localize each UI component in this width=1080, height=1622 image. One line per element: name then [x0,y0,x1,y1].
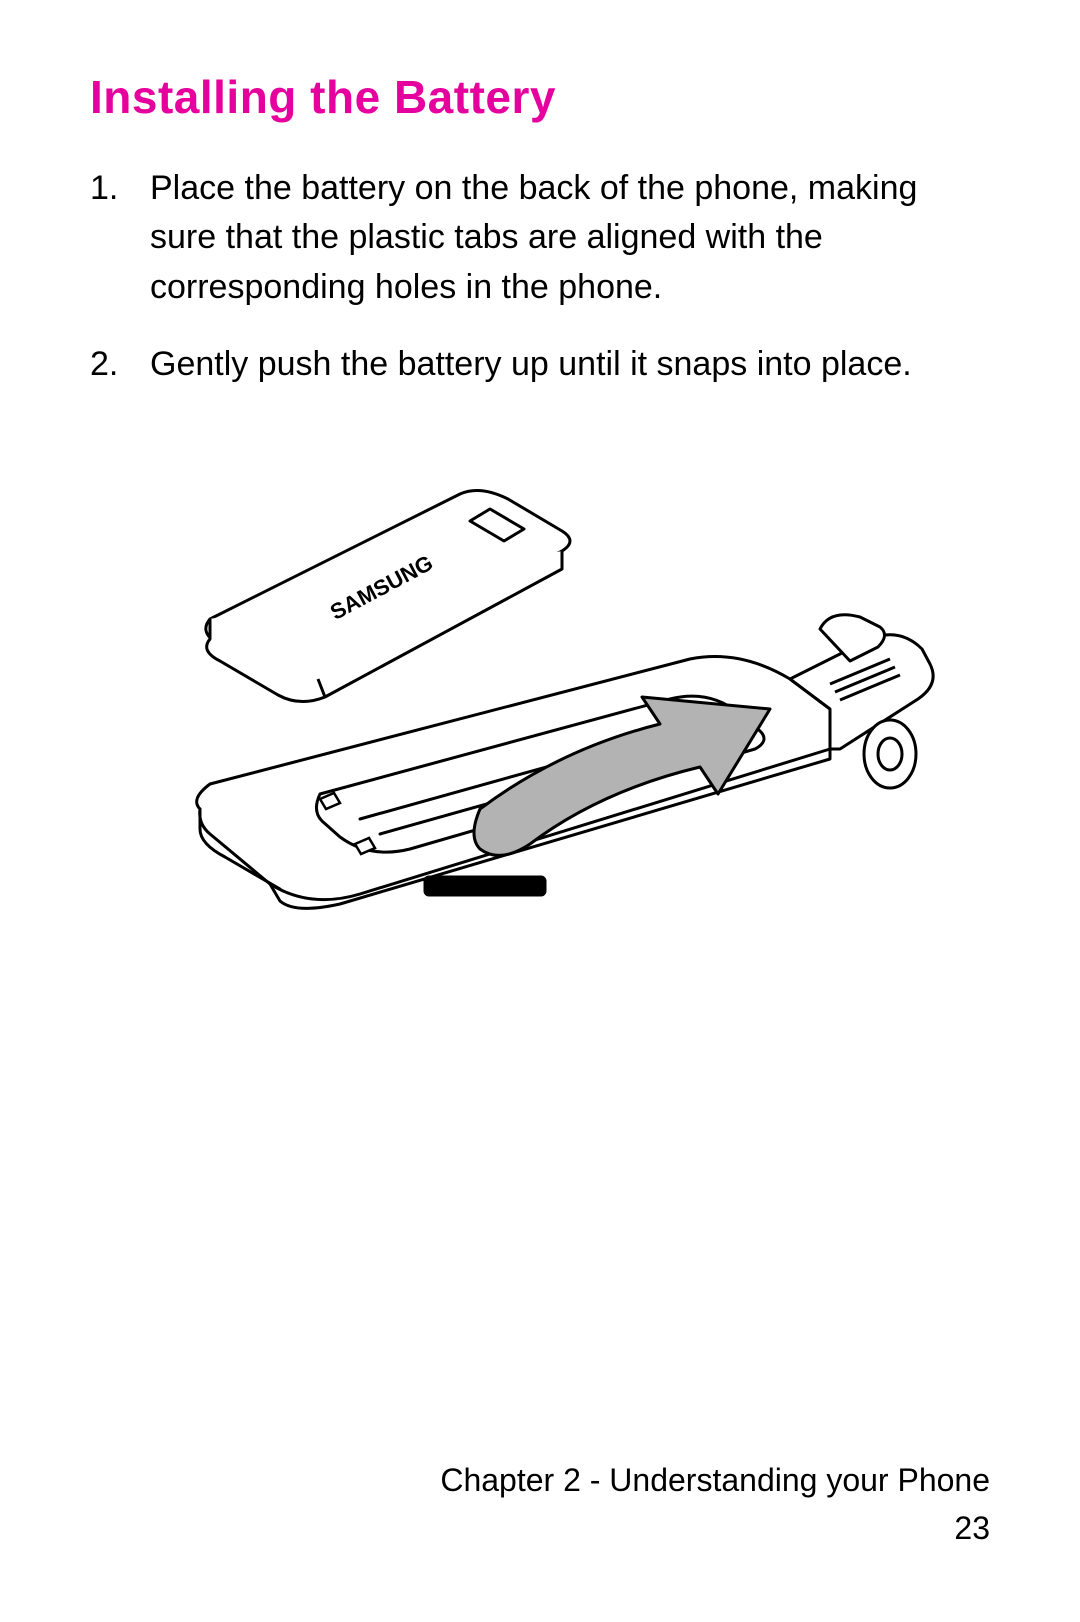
section-heading: Installing the Battery [90,70,990,124]
page-number: 23 [440,1504,990,1552]
battery-install-diagram-icon: SAMSUNG [130,449,950,969]
list-item: 1. Place the battery on the back of the … [90,164,990,312]
list-item: 2. Gently push the battery up until it s… [90,340,990,389]
list-number: 1. [90,164,150,312]
page-footer: Chapter 2 - Understanding your Phone 23 [440,1456,990,1552]
list-number: 2. [90,340,150,389]
list-text: Gently push the battery up until it snap… [150,340,990,389]
manual-page: Installing the Battery 1. Place the batt… [0,0,1080,1622]
chapter-label: Chapter 2 - Understanding your Phone [440,1456,990,1504]
instruction-list: 1. Place the battery on the back of the … [90,164,990,389]
list-text: Place the battery on the back of the pho… [150,164,990,312]
